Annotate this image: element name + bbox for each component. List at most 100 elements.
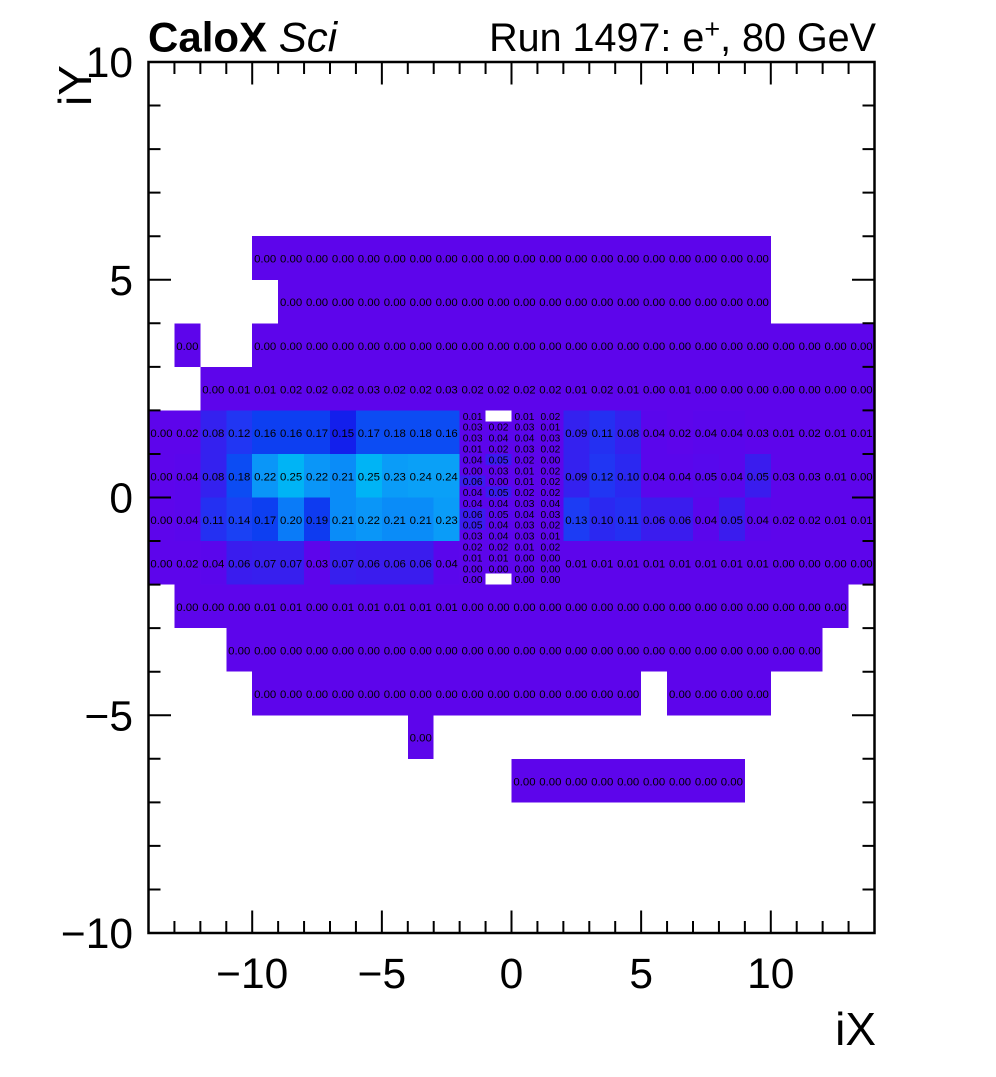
svg-text:0.01: 0.01 (721, 559, 743, 571)
svg-text:0.00: 0.00 (695, 602, 717, 614)
svg-text:0.07: 0.07 (332, 559, 354, 571)
svg-text:0.00: 0.00 (487, 602, 509, 614)
svg-text:0.00: 0.00 (747, 602, 769, 614)
svg-text:0.00: 0.00 (513, 602, 535, 614)
svg-text:0.00: 0.00 (721, 384, 743, 396)
svg-text:0.04: 0.04 (721, 471, 743, 483)
svg-text:0.05: 0.05 (747, 471, 769, 483)
svg-text:0.00: 0.00 (669, 646, 691, 658)
svg-text:0.03: 0.03 (515, 532, 535, 543)
svg-text:0.00: 0.00 (513, 341, 535, 353)
svg-text:0.25: 0.25 (280, 471, 302, 483)
svg-text:0.01: 0.01 (825, 515, 847, 527)
svg-text:0.02: 0.02 (489, 445, 509, 456)
svg-text:0.00: 0.00 (306, 689, 328, 701)
svg-text:0.00: 0.00 (462, 689, 484, 701)
svg-text:0.00: 0.00 (850, 341, 872, 353)
svg-text:0.00: 0.00 (358, 254, 380, 266)
svg-text:0.17: 0.17 (306, 428, 328, 440)
svg-text:0.00: 0.00 (489, 477, 509, 488)
svg-text:0.00: 0.00 (850, 471, 872, 483)
svg-text:CaloX Sci: CaloX Sci (148, 14, 339, 61)
svg-text:0.01: 0.01 (515, 466, 535, 477)
svg-text:0.03: 0.03 (540, 510, 560, 521)
svg-text:0.00: 0.00 (384, 341, 406, 353)
svg-text:0.05: 0.05 (489, 510, 509, 521)
svg-text:0.00: 0.00 (799, 384, 821, 396)
svg-text:0.01: 0.01 (825, 428, 847, 440)
svg-text:0.00: 0.00 (721, 646, 743, 658)
svg-text:0.00: 0.00 (695, 646, 717, 658)
svg-text:0.04: 0.04 (489, 532, 509, 543)
svg-text:0.06: 0.06 (228, 559, 250, 571)
svg-text:0.00: 0.00 (539, 341, 561, 353)
svg-text:0.00: 0.00 (306, 646, 328, 658)
svg-text:0.00: 0.00 (643, 602, 665, 614)
svg-text:0.02: 0.02 (489, 423, 509, 434)
svg-text:0.00: 0.00 (669, 689, 691, 701)
svg-text:0.02: 0.02 (799, 428, 821, 440)
svg-text:0.02: 0.02 (540, 488, 560, 499)
svg-text:0.01: 0.01 (280, 602, 302, 614)
svg-text:0.00: 0.00 (695, 254, 717, 266)
svg-text:0.00: 0.00 (747, 297, 769, 309)
svg-text:0.02: 0.02 (462, 384, 484, 396)
svg-text:0.00: 0.00 (721, 341, 743, 353)
svg-text:0.10: 0.10 (591, 515, 613, 527)
svg-text:0.00: 0.00 (436, 646, 458, 658)
svg-text:0.16: 0.16 (254, 428, 276, 440)
svg-text:0.00: 0.00 (254, 341, 276, 353)
svg-text:0.21: 0.21 (410, 515, 432, 527)
svg-text:0.00: 0.00 (280, 297, 302, 309)
svg-text:0.00: 0.00 (280, 646, 302, 658)
svg-text:0.00: 0.00 (591, 776, 613, 788)
svg-text:0.00: 0.00 (721, 776, 743, 788)
svg-text:0.00: 0.00 (825, 602, 847, 614)
svg-text:0.00: 0.00 (591, 602, 613, 614)
svg-text:0.25: 0.25 (358, 471, 380, 483)
svg-text:0.01: 0.01 (463, 553, 483, 564)
svg-text:0.00: 0.00 (306, 297, 328, 309)
svg-text:0.04: 0.04 (489, 499, 509, 510)
svg-text:0.02: 0.02 (410, 384, 432, 396)
svg-text:0.02: 0.02 (463, 542, 483, 553)
svg-text:0.00: 0.00 (487, 689, 509, 701)
svg-text:0.02: 0.02 (799, 515, 821, 527)
svg-text:0.00: 0.00 (489, 564, 509, 575)
svg-text:0.20: 0.20 (280, 515, 302, 527)
svg-text:0.00: 0.00 (643, 297, 665, 309)
svg-text:0.00: 0.00 (436, 341, 458, 353)
svg-text:0.00: 0.00 (254, 254, 276, 266)
svg-text:0.00: 0.00 (617, 341, 639, 353)
svg-text:0.22: 0.22 (254, 471, 276, 483)
svg-text:−5: −5 (358, 951, 406, 998)
svg-text:0.00: 0.00 (436, 689, 458, 701)
svg-text:0.05: 0.05 (695, 471, 717, 483)
svg-text:0.00: 0.00 (721, 602, 743, 614)
svg-text:0.05: 0.05 (721, 515, 743, 527)
svg-text:0.02: 0.02 (280, 384, 302, 396)
svg-text:0.00: 0.00 (565, 776, 587, 788)
svg-text:0.02: 0.02 (489, 542, 509, 553)
svg-text:0.00: 0.00 (306, 341, 328, 353)
svg-text:0.11: 0.11 (618, 515, 639, 527)
svg-text:0.00: 0.00 (332, 254, 354, 266)
svg-text:0.05: 0.05 (463, 521, 483, 532)
svg-text:0.00: 0.00 (358, 689, 380, 701)
svg-text:0.01: 0.01 (489, 553, 509, 564)
svg-text:0.02: 0.02 (540, 466, 560, 477)
svg-text:0.00: 0.00 (721, 297, 743, 309)
svg-text:0.03: 0.03 (515, 423, 535, 434)
svg-text:0.04: 0.04 (540, 499, 560, 510)
svg-text:0.01: 0.01 (358, 602, 380, 614)
svg-text:0.21: 0.21 (384, 515, 406, 527)
svg-text:0.00: 0.00 (825, 341, 847, 353)
svg-text:0.01: 0.01 (540, 423, 560, 434)
svg-text:0.00: 0.00 (539, 689, 561, 701)
svg-text:0.11: 0.11 (592, 428, 613, 440)
svg-text:0.04: 0.04 (463, 455, 483, 466)
svg-text:0.00: 0.00 (487, 341, 509, 353)
svg-text:0.00: 0.00 (202, 602, 224, 614)
svg-text:0.03: 0.03 (540, 434, 560, 445)
svg-text:0.00: 0.00 (254, 646, 276, 658)
